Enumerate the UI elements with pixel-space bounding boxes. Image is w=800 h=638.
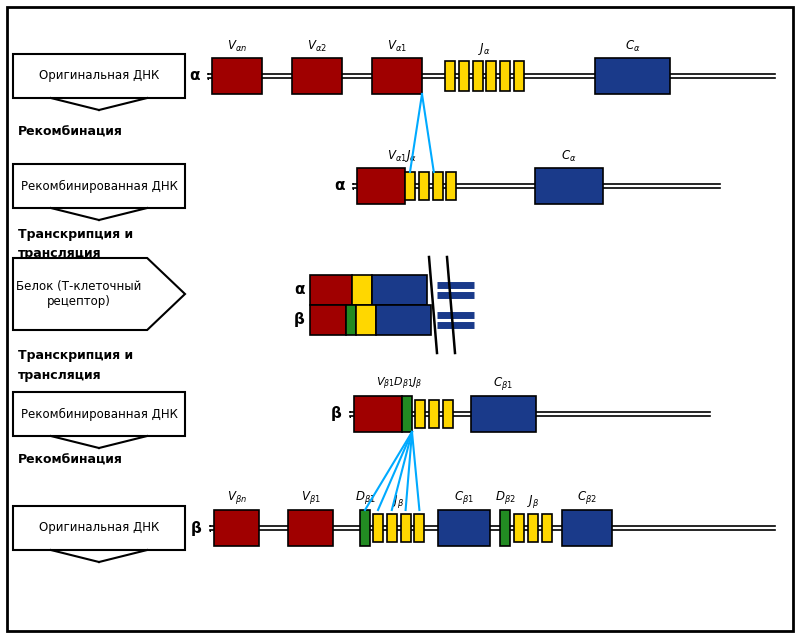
Bar — [419, 172, 429, 200]
Text: $D_{\beta 2}$: $D_{\beta 2}$ — [495, 489, 516, 506]
Bar — [433, 172, 442, 200]
Bar — [214, 510, 259, 546]
Text: Транскрипция и: Транскрипция и — [18, 350, 133, 362]
Text: Оригинальная ДНК: Оригинальная ДНК — [39, 521, 159, 535]
Bar — [357, 168, 405, 204]
Text: Рекомбинация: Рекомбинация — [18, 454, 123, 466]
Text: Транскрипция и: Транскрипция и — [18, 228, 133, 242]
Text: α: α — [190, 68, 200, 84]
Bar — [501, 510, 510, 546]
Text: Рекомбинированная ДНК: Рекомбинированная ДНК — [21, 408, 178, 420]
Bar — [514, 61, 524, 91]
Text: $V_{\beta n}$: $V_{\beta n}$ — [226, 489, 246, 506]
Text: Рекомбинация: Рекомбинация — [18, 126, 123, 138]
Bar — [595, 58, 670, 94]
Bar — [473, 61, 482, 91]
Text: Оригинальная ДНК: Оригинальная ДНК — [39, 70, 159, 82]
Bar — [354, 396, 402, 432]
Bar — [310, 305, 346, 335]
Text: :: : — [350, 179, 354, 193]
Bar — [535, 168, 603, 204]
Text: трансляция: трансляция — [18, 248, 102, 260]
Bar — [528, 514, 538, 542]
Text: $V_{\alpha 2}$: $V_{\alpha 2}$ — [307, 39, 327, 54]
Bar — [356, 305, 376, 335]
Bar — [500, 61, 510, 91]
Text: Рекомбинированная ДНК: Рекомбинированная ДНК — [21, 179, 178, 193]
Bar — [438, 510, 490, 546]
Text: $C_{\beta 2}$: $C_{\beta 2}$ — [577, 489, 597, 506]
Text: $V_{\alpha 1}J_{\alpha}$: $V_{\alpha 1}J_{\alpha}$ — [386, 148, 417, 164]
Bar — [446, 172, 456, 200]
Bar — [352, 275, 372, 305]
Bar — [13, 164, 185, 208]
Text: Белок (Т-клеточный
рецептор): Белок (Т-клеточный рецептор) — [16, 280, 141, 308]
Bar — [288, 510, 333, 546]
Bar — [292, 58, 342, 94]
Bar — [414, 514, 424, 542]
Text: $C_{\beta 1}$: $C_{\beta 1}$ — [493, 375, 513, 392]
Bar — [562, 510, 612, 546]
Text: :: : — [207, 521, 212, 535]
Bar — [373, 514, 383, 542]
Text: $C_{\alpha}$: $C_{\alpha}$ — [562, 149, 577, 164]
Bar — [402, 396, 412, 432]
Text: β: β — [191, 521, 202, 535]
Text: α: α — [334, 179, 345, 193]
Bar — [212, 58, 262, 94]
Bar — [387, 514, 397, 542]
Bar — [486, 61, 496, 91]
Text: $D_{\beta 1}$: $D_{\beta 1}$ — [354, 489, 375, 506]
Text: $J_{\beta}$: $J_{\beta}$ — [527, 493, 539, 510]
Text: $V_{\beta 1}D_{\beta 1}J_{\beta}$: $V_{\beta 1}D_{\beta 1}J_{\beta}$ — [376, 376, 422, 392]
Text: α: α — [294, 283, 305, 297]
Text: $C_{\alpha}$: $C_{\alpha}$ — [625, 39, 640, 54]
Bar — [360, 510, 370, 546]
Text: $C_{\beta 1}$: $C_{\beta 1}$ — [454, 489, 474, 506]
Text: $V_{\beta 1}$: $V_{\beta 1}$ — [301, 489, 320, 506]
Bar — [13, 506, 185, 550]
Text: β: β — [294, 313, 305, 327]
Bar — [405, 172, 415, 200]
Bar — [310, 275, 352, 305]
Bar — [401, 514, 410, 542]
Text: :: : — [205, 69, 210, 83]
Bar — [442, 400, 453, 428]
Bar — [429, 400, 438, 428]
Polygon shape — [13, 258, 185, 330]
Bar — [542, 514, 552, 542]
Bar — [514, 514, 525, 542]
Text: :: : — [347, 407, 352, 421]
Bar — [346, 305, 356, 335]
Bar — [372, 275, 427, 305]
Text: $V_{\alpha n}$: $V_{\alpha n}$ — [227, 39, 247, 54]
Text: $J_{\alpha}$: $J_{\alpha}$ — [478, 41, 491, 57]
Bar — [470, 396, 535, 432]
Bar — [376, 305, 430, 335]
Bar — [415, 400, 425, 428]
Bar — [372, 58, 422, 94]
Text: $J_{\beta}$: $J_{\beta}$ — [393, 493, 405, 510]
Bar — [459, 61, 469, 91]
Text: трансляция: трансляция — [18, 369, 102, 382]
Text: $V_{\alpha 1}$: $V_{\alpha 1}$ — [387, 39, 407, 54]
Bar — [13, 392, 185, 436]
Bar — [13, 54, 185, 98]
Text: β: β — [331, 406, 342, 422]
Bar — [445, 61, 455, 91]
